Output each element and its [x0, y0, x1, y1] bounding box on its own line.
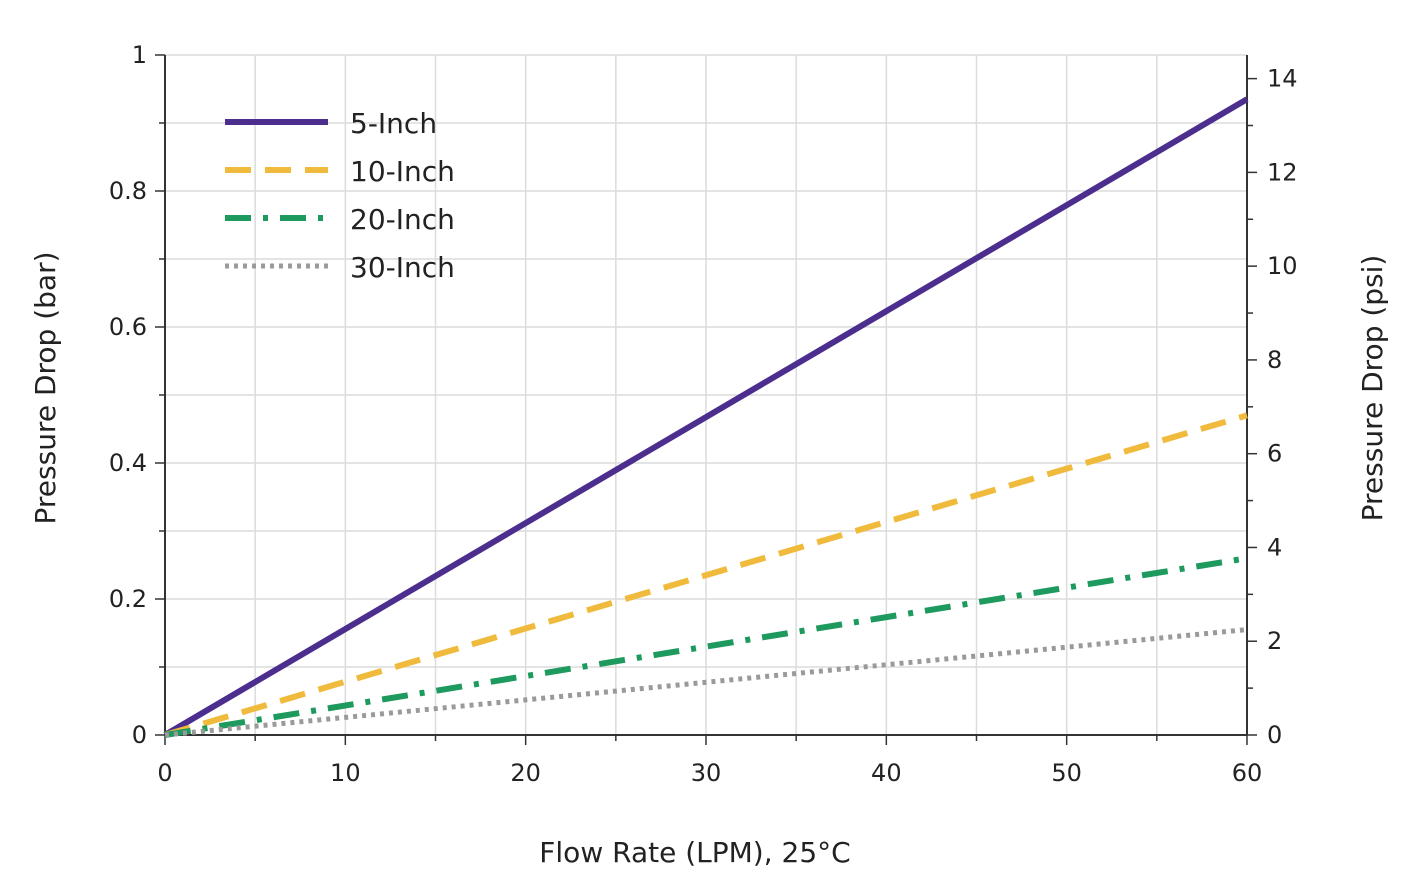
x-tick-label: 0 — [157, 759, 172, 787]
series-line-30-inch — [164, 627, 1248, 738]
y-tick-label: 0.4 — [109, 449, 147, 477]
y-tick-label: 1 — [132, 41, 147, 69]
y-tick-label: 0.2 — [109, 585, 147, 613]
y-axis-title: Pressure Drop (bar) — [29, 251, 62, 524]
x-tick-label: 30 — [691, 759, 722, 787]
y-tick-label: 0.6 — [109, 313, 147, 341]
x-tick-label: 40 — [871, 759, 902, 787]
x-tick-label: 60 — [1232, 759, 1263, 787]
y2-tick-label: 2 — [1267, 627, 1282, 655]
series — [163, 96, 1249, 738]
y2-tick-label: 0 — [1267, 721, 1282, 749]
series-line-5-inch — [163, 96, 1249, 738]
series-line-10-inch — [164, 412, 1248, 738]
y2-tick-label: 6 — [1267, 440, 1282, 468]
x-tick-label: 20 — [510, 759, 541, 787]
y2-tick-label: 14 — [1267, 65, 1298, 93]
x-tick-label: 10 — [330, 759, 361, 787]
grid — [164, 54, 1248, 736]
legend-label: 5-Inch — [350, 107, 437, 140]
legend-label: 30-Inch — [350, 251, 455, 284]
y2-tick-label: 12 — [1267, 158, 1298, 186]
legend-label: 20-Inch — [350, 203, 455, 236]
legend-label: 10-Inch — [350, 155, 455, 188]
legend: 5-Inch 10-Inch 20-Inch 30-Inch — [225, 107, 455, 284]
x-axis-title: Flow Rate (LPM), 25°C — [539, 836, 850, 869]
y-tick-label: 0.8 — [109, 177, 147, 205]
x-tick-label: 50 — [1051, 759, 1082, 787]
y2-tick-label: 4 — [1267, 533, 1282, 561]
y2-tick-label: 8 — [1267, 346, 1282, 374]
axes — [155, 54, 1257, 745]
y2-axis-title: Pressure Drop (psi) — [1356, 255, 1389, 522]
y-tick-label: 0 — [132, 721, 147, 749]
series-line-20-inch — [164, 555, 1248, 738]
y2-tick-label: 10 — [1267, 252, 1298, 280]
